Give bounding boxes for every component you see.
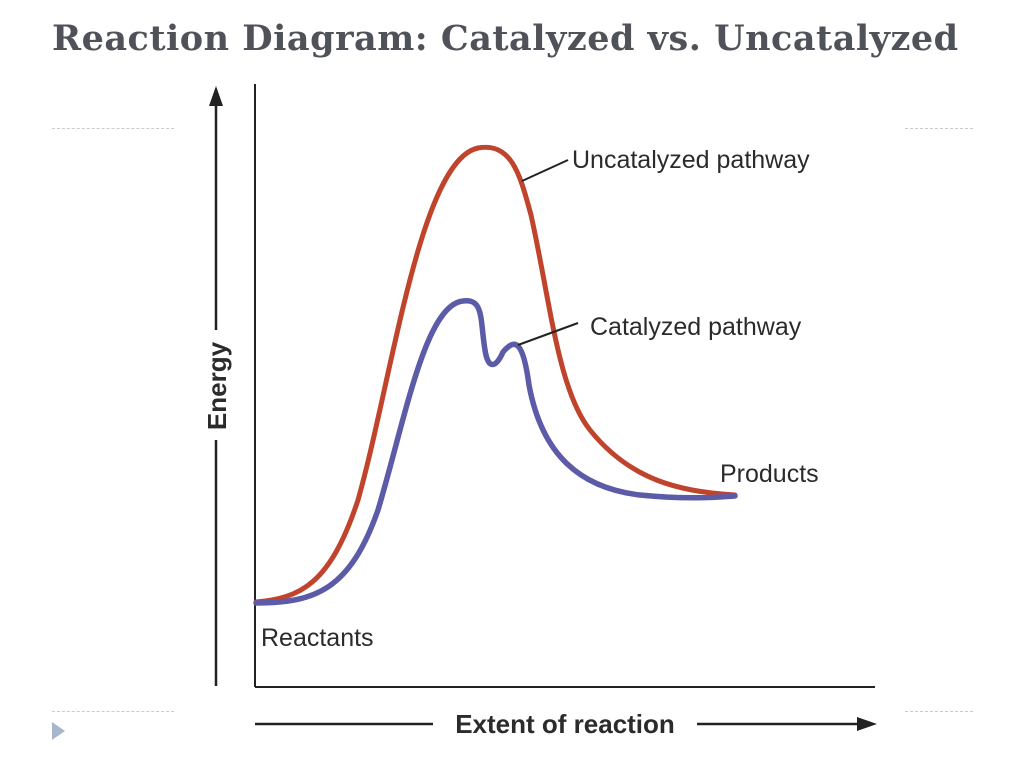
divider-bottom-right [905, 711, 973, 712]
uncatalyzed-curve [253, 144, 738, 605]
slide-title: Reaction Diagram: Catalyzed vs. Uncataly… [52, 18, 959, 59]
divider-top-right [905, 128, 973, 129]
divider-top-left [52, 128, 174, 129]
extent-arrow-head-icon [857, 717, 877, 731]
uncatalyzed-leader-line [521, 159, 569, 182]
products-label: Products [720, 460, 819, 488]
reactants-label: Reactants [261, 624, 374, 652]
catalyzed-leader-line [517, 322, 579, 346]
energy-arrow-head-icon [209, 86, 223, 106]
x-axis-label: Extent of reaction [455, 709, 675, 739]
y-axis-label: Energy [202, 341, 232, 430]
uncatalyzed-label: Uncatalyzed pathway [572, 146, 810, 174]
bullet-arrow-icon [52, 722, 65, 740]
divider-bottom-left [52, 711, 174, 712]
catalyzed-label: Catalyzed pathway [590, 313, 802, 341]
catalyzed-curve [253, 298, 738, 606]
